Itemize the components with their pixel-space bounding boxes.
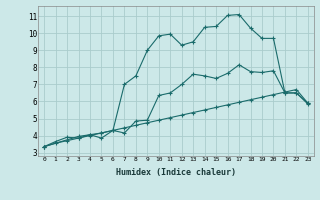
X-axis label: Humidex (Indice chaleur): Humidex (Indice chaleur) [116, 168, 236, 177]
